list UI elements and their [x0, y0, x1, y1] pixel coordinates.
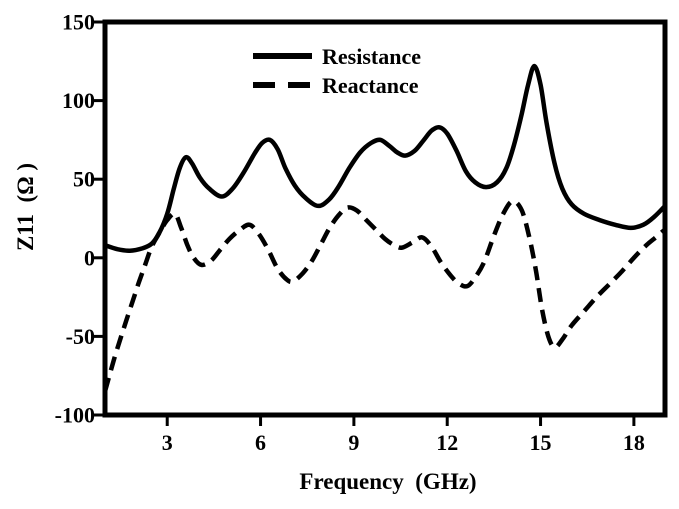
x-axis-label: Frequency (GHz): [299, 469, 476, 494]
reactance-curve: [102, 198, 667, 393]
x-tick-label: 6: [255, 430, 266, 455]
y-tick-label: 50: [73, 167, 95, 192]
legend-label-reactance: Reactance: [322, 73, 419, 98]
resistance-curve: [104, 63, 667, 253]
y-tick-label: -100: [55, 403, 95, 428]
x-tick-label: 3: [162, 430, 173, 455]
x-axis-tick-labels: 3 6 9 12 15 18: [162, 430, 645, 455]
x-axis-ticks: [165, 417, 636, 426]
x-tick-label: 12: [436, 430, 458, 455]
y-axis-tick-labels: 150 100 50 0 -50 -100: [55, 10, 95, 428]
y-axis-label: Z11 (Ω ): [13, 163, 38, 251]
y-tick-label: 100: [62, 88, 95, 113]
x-tick-label: 15: [530, 430, 552, 455]
chart-curves: [102, 63, 667, 393]
y-axis-ticks: [94, 20, 103, 417]
x-tick-label: 18: [623, 430, 645, 455]
legend-label-resistance: Resistance: [322, 44, 421, 69]
x-tick-label: 9: [348, 430, 359, 455]
plot-frame: [102, 19, 668, 418]
y-tick-label: 150: [62, 10, 95, 35]
y-tick-label: 0: [84, 245, 95, 270]
legend: Resistance Reactance: [253, 44, 421, 98]
y-tick-label: -50: [66, 324, 95, 349]
